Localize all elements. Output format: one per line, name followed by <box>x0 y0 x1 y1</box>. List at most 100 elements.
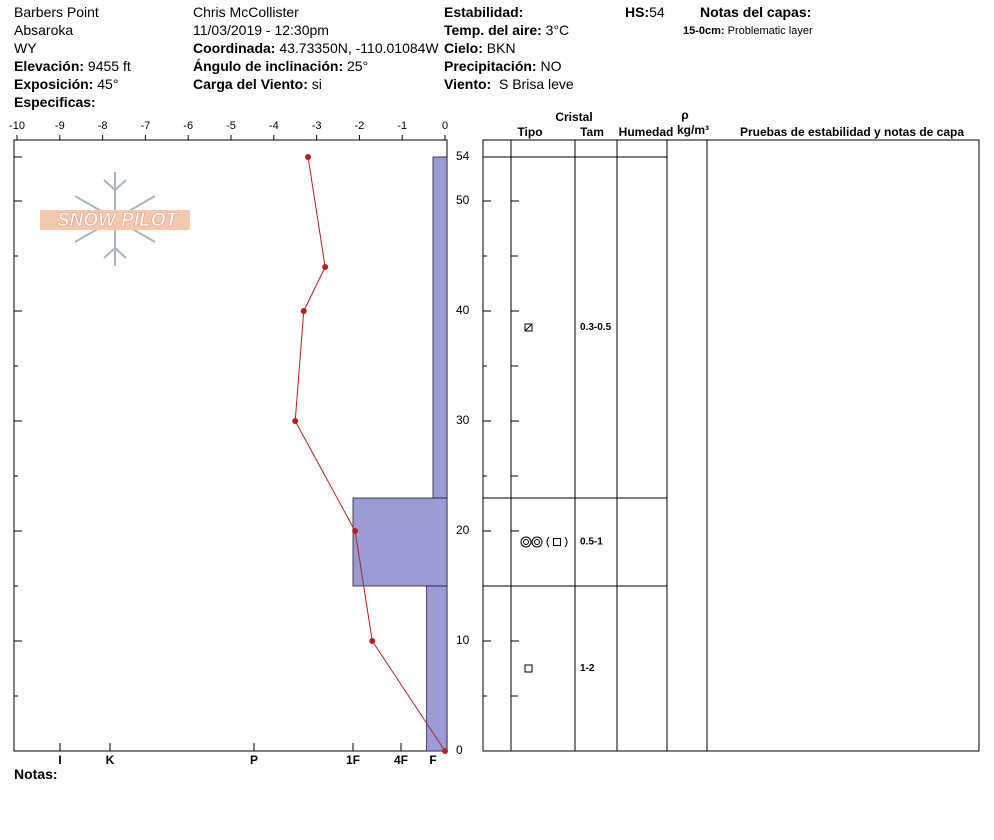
field: Viento: S Brisa leve <box>444 76 574 92</box>
field: Cielo: BKN <box>444 40 516 56</box>
x-tick-label: -10 <box>9 120 25 132</box>
x-tick-label: -8 <box>98 120 108 132</box>
icon <box>524 323 533 332</box>
label: Especificas: <box>14 94 96 110</box>
state: WY <box>14 40 37 56</box>
y-tick-label: 40 <box>456 303 470 317</box>
header: Humedad <box>619 125 674 139</box>
y-tick-label: 0 <box>456 743 463 757</box>
value: BKN <box>486 40 516 56</box>
range: Absaroka <box>14 22 74 38</box>
temp-point <box>292 418 299 424</box>
text: Problematic layer <box>727 25 813 37</box>
header: Pruebas de estabilidad y notas de capa <box>740 125 964 139</box>
x-tick-label: -2 <box>355 120 365 132</box>
icon <box>534 539 540 545</box>
icon <box>520 536 532 548</box>
range: 15-0cm: <box>683 25 725 37</box>
x-tick-label: -9 <box>55 120 65 132</box>
temp-point <box>300 308 307 314</box>
x-tick-label: -4 <box>269 120 279 132</box>
label: Temp. del aire: <box>444 22 542 38</box>
hardness-label: I <box>58 753 61 767</box>
temp-point <box>322 264 329 270</box>
datetime: 11/03/2019 - 12:30pm <box>193 22 329 38</box>
value: 9455 ft <box>87 58 131 74</box>
table-frame <box>482 139 980 752</box>
plot-frame <box>13 139 448 752</box>
location: Barbers Point <box>14 4 99 20</box>
header: Tipo <box>517 125 542 139</box>
table-columns <box>510 140 708 751</box>
observer: Chris McCollister <box>193 4 299 20</box>
x-tick-label: 0 <box>442 120 448 132</box>
icon <box>553 538 561 546</box>
label: Coordinada: <box>193 40 276 56</box>
temp-line <box>294 156 446 752</box>
label: HS: <box>625 4 650 20</box>
grain-size: 0.5-1 <box>580 537 603 548</box>
field: Precipitación: NO <box>444 58 561 74</box>
temp-point <box>352 528 359 534</box>
label: Elevación: <box>14 58 85 74</box>
x-tick-label: -5 <box>226 120 236 132</box>
value: 54 <box>649 4 665 20</box>
temp-point <box>442 748 448 754</box>
y-tick-label: 54 <box>456 149 470 163</box>
y-tick-label: 50 <box>456 193 470 207</box>
grain-icons <box>520 323 568 673</box>
icon <box>531 536 543 548</box>
value: 3°C <box>545 22 570 38</box>
notes-title: Notas del capas: <box>700 4 812 20</box>
hardness-label: K <box>106 753 115 767</box>
x-tick-label: -7 <box>141 120 151 132</box>
hardness-label: F <box>429 753 436 767</box>
x-tick-label: -6 <box>183 120 193 132</box>
icon <box>524 664 533 673</box>
hardness-label: 1F <box>346 753 360 767</box>
field: Carga del Viento: si <box>193 76 322 92</box>
label: Precipitación: <box>444 58 537 74</box>
hardness-bar <box>432 156 448 499</box>
temp-point <box>305 154 312 160</box>
label: Carga del Viento: <box>193 76 308 92</box>
value: 43.73350N, -110.01084W <box>279 40 439 56</box>
grain-size: 1-2 <box>580 663 595 674</box>
icon <box>524 323 533 332</box>
logo-text: SNOW PILOT <box>57 210 179 231</box>
field: Temp. del aire: 3°C <box>444 22 569 38</box>
value: si <box>311 76 322 92</box>
value: 25° <box>347 58 369 74</box>
field: Ángulo de inclinación: 25° <box>193 58 368 74</box>
header: ρ <box>681 108 688 122</box>
logo-band <box>40 210 190 230</box>
hardness-bar <box>352 497 448 587</box>
label: Cielo: <box>444 40 483 56</box>
field: Coordinada: 43.73350N, -110.01084W <box>193 40 439 56</box>
value: 45° <box>97 76 119 92</box>
x-tick-label: -1 <box>397 120 407 132</box>
value: NO <box>540 58 562 74</box>
notes-label: Notas: <box>14 766 58 782</box>
field: Exposición: 45° <box>14 76 118 92</box>
hardness-label: P <box>250 753 258 767</box>
x-tick-label: -3 <box>312 120 322 132</box>
y-tick-label: 30 <box>456 413 470 427</box>
y-tick-label: 10 <box>456 633 470 647</box>
hardness-bar <box>426 585 448 752</box>
header: kg/m³ <box>677 123 709 137</box>
label: Exposición: <box>14 76 94 92</box>
layer-note: 15-0cm: Problematic layer <box>683 23 813 39</box>
label: Ángulo de inclinación: <box>193 58 344 74</box>
hardness-label: 4F <box>394 753 408 767</box>
header: Tam <box>580 125 604 139</box>
icon <box>546 536 568 548</box>
field: HS:54 <box>625 4 665 20</box>
grain-size: 0.3-0.5 <box>580 322 612 333</box>
value: S Brisa leve <box>498 76 574 92</box>
header: Cristal <box>555 110 592 124</box>
field: Elevación: 9455 ft <box>14 58 131 74</box>
label: Viento: <box>444 76 492 92</box>
